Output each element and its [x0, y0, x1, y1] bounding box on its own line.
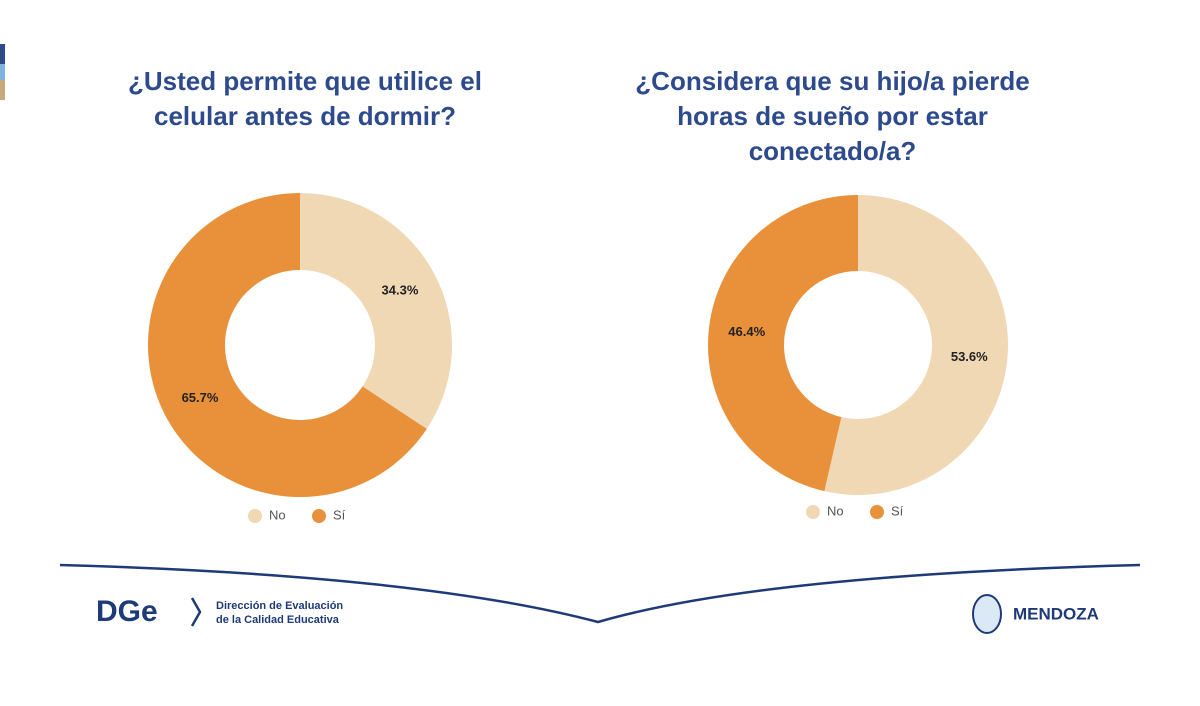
footer-curve [59, 563, 1141, 624]
legend-swatch [806, 505, 820, 519]
org-name: de la Calidad Educativa [216, 614, 340, 626]
donut-segment [300, 193, 452, 429]
legend-label: No [269, 507, 286, 522]
legend-label: No [827, 503, 844, 518]
legend-label: Sí [891, 503, 904, 518]
data-label: 53.6% [951, 349, 988, 364]
data-label: 65.7% [182, 390, 219, 405]
province-shield [972, 594, 1002, 634]
logo-chevron [190, 597, 202, 627]
chart-title: ¿Considera que su hijo/a pierde horas de… [635, 66, 1030, 166]
donut-segment [148, 193, 427, 498]
accent-bar [0, 44, 5, 64]
legend-swatch [312, 509, 326, 523]
legend-swatch [248, 509, 262, 523]
legend-label: Sí [333, 507, 346, 522]
province-name: MENDOZA [1013, 604, 1099, 623]
accent-bar [0, 64, 5, 80]
data-label: 46.4% [728, 324, 765, 339]
accent-bar [0, 80, 5, 100]
org-name: Dirección de Evaluación [216, 600, 343, 612]
data-label: 34.3% [382, 283, 419, 298]
legend-swatch [870, 505, 884, 519]
chart-title: ¿Usted permite que utilice el celular an… [128, 66, 482, 131]
donut-segment [824, 195, 1009, 495]
donut-segment [708, 195, 858, 492]
logo: DGe [96, 595, 158, 628]
